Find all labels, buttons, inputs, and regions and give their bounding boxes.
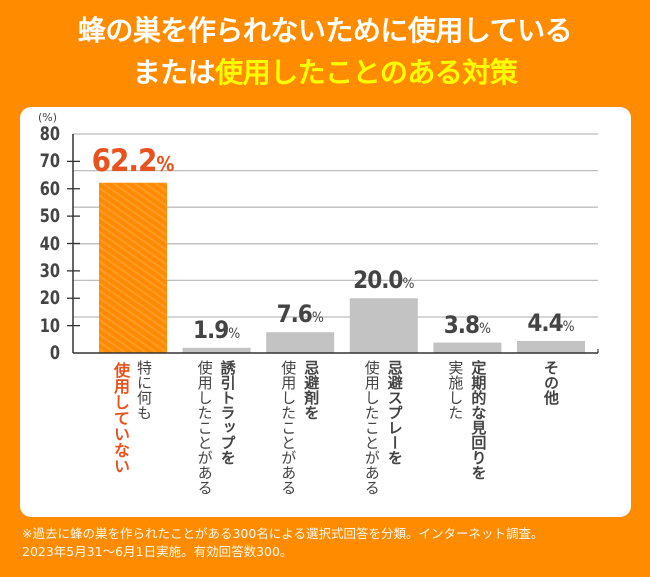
data-label-value: 1.9: [192, 315, 229, 344]
y-tick-label: 80: [39, 123, 60, 145]
bar: [433, 342, 502, 353]
footnote-line2: 2023年5月31～6月1日実施。有効回答数300。: [22, 544, 293, 559]
data-label-unit: %: [562, 318, 575, 335]
data-label-unit: %: [228, 325, 241, 342]
bar: [182, 347, 251, 353]
y-tick-label: 60: [39, 177, 60, 200]
x-category-label: 特に何も: [135, 360, 153, 420]
y-tick-label: 70: [39, 150, 60, 173]
x-category-label: その他: [542, 360, 560, 405]
data-label-unit: %: [156, 151, 175, 176]
data-label-value: 3.8: [443, 310, 480, 339]
x-category-label: 定期的な見回りを: [469, 360, 488, 480]
data-label-value: 20.0: [353, 266, 403, 295]
y-tick-label: 10: [39, 314, 60, 337]
data-label: 1.9%: [193, 316, 240, 344]
bar: [517, 340, 585, 353]
y-tick-label: 40: [39, 232, 60, 255]
data-label-value: 4.4: [527, 308, 563, 337]
x-category-label: 使用していない: [111, 362, 130, 474]
y-axis-unit-label: (%): [38, 111, 58, 124]
x-category-label: 使用したことがある: [279, 360, 298, 495]
y-tick-label: 20: [39, 287, 60, 310]
x-category-label: 使用したことがある: [195, 360, 214, 495]
data-label-value: 7.6: [276, 300, 313, 329]
data-label-unit: %: [402, 276, 415, 293]
data-label-value: 62.2: [91, 142, 158, 179]
x-category-label: 誘引トラップを: [218, 360, 237, 465]
footnote-line1: ※過去に蜂の巣を作られたことがある300名による選択式回答を分類。インターネット…: [22, 526, 544, 541]
x-category-label: 忌避スプレーを: [385, 360, 404, 465]
y-tick-label: 30: [39, 259, 60, 282]
bar: [99, 182, 167, 353]
data-label: 7.6%: [277, 300, 324, 328]
data-label-unit: %: [479, 320, 492, 337]
title-white-part: または: [132, 56, 216, 89]
data-label: 20.0%: [353, 266, 414, 294]
chart-title-line1: 蜂の巣を作られないために使用している: [77, 14, 573, 47]
chart-title-line2: または使用したことのある対策: [0, 56, 650, 90]
bar: [349, 298, 418, 353]
title-highlight-part: 使用したことのある対策: [215, 56, 518, 89]
x-category-label: 忌避剤を: [302, 360, 321, 420]
data-label: 62.2%: [92, 143, 175, 179]
y-tick-label: 0: [49, 342, 60, 364]
bar: [266, 332, 335, 353]
x-category-label: 実施した: [446, 360, 465, 420]
data-label-unit: %: [311, 310, 324, 327]
x-category-label: 使用したことがある: [362, 360, 381, 495]
y-tick-label: 50: [39, 205, 60, 228]
data-label: 4.4%: [527, 309, 574, 337]
data-label: 3.8%: [444, 311, 491, 339]
